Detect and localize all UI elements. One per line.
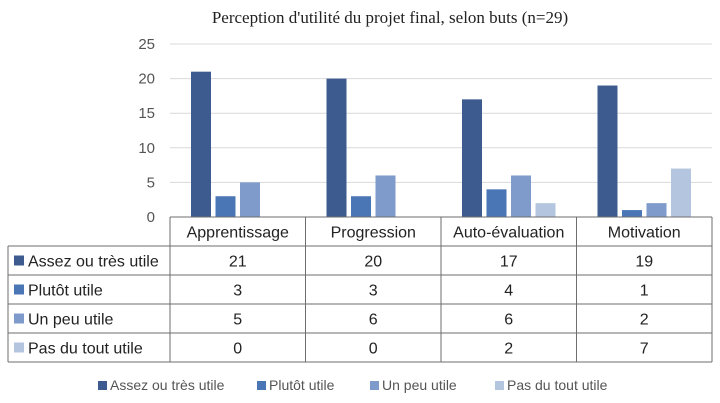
- bar-motivation-un-peu-utile: [646, 203, 667, 217]
- bar-motivation-plutot-utile: [622, 210, 642, 217]
- data-label-assez-ou-tres-utile-apprentissage: 21: [229, 254, 247, 271]
- legend-swatch-plutot-utile: [257, 381, 266, 390]
- y-tick-label-0: 0: [147, 209, 155, 226]
- chart-title: Perception d'utilité du projet final, se…: [212, 8, 568, 27]
- data-label-assez-ou-tres-utile-auto-evaluation: 17: [500, 254, 518, 271]
- bar-apprentissage-un-peu-utile: [240, 182, 260, 217]
- data-label-un-peu-utile-auto-evaluation: 6: [504, 312, 513, 329]
- data-label-plutot-utile-motivation: 1: [640, 283, 649, 300]
- y-tick-label-20: 20: [138, 71, 155, 88]
- row-label-pas-du-tout-utile: Pas du tout utile: [28, 341, 143, 358]
- bar-auto-evaluation-un-peu-utile: [511, 175, 531, 217]
- y-tick-label-15: 15: [138, 105, 155, 122]
- bar-apprentissage-assez-ou-tres-utile: [191, 71, 211, 218]
- row-key-un-peu-utile: [14, 313, 24, 324]
- category-label-apprentissage: Apprentissage: [187, 225, 289, 242]
- category-label-progression: Progression: [331, 225, 416, 242]
- legend-label-un-peu-utile: Un peu utile: [382, 377, 457, 393]
- data-label-plutot-utile-progression: 3: [369, 283, 378, 300]
- legend-label-pas-du-tout-utile: Pas du tout utile: [507, 377, 608, 393]
- bar-auto-evaluation-plutot-utile: [486, 189, 507, 217]
- bar-motivation-assez-ou-tres-utile: [597, 85, 618, 218]
- y-tick-label-5: 5: [147, 174, 155, 191]
- legend-swatch-assez-ou-tres-utile: [98, 381, 107, 390]
- bar-auto-evaluation-pas-du-tout-utile: [535, 203, 556, 217]
- y-tick-label-10: 10: [138, 140, 155, 157]
- data-label-un-peu-utile-progression: 6: [369, 312, 378, 329]
- bar-progression-assez-ou-tres-utile: [326, 78, 347, 217]
- data-label-assez-ou-tres-utile-motivation: 19: [635, 254, 653, 271]
- y-tick-label-25: 25: [138, 36, 155, 53]
- bar-auto-evaluation-assez-ou-tres-utile: [462, 99, 482, 217]
- data-label-plutot-utile-apprentissage: 3: [233, 283, 242, 300]
- legend: Assez ou très utile Plutôt utile Un peu ut…: [98, 377, 608, 393]
- bar-apprentissage-plutot-utile: [215, 196, 236, 217]
- category-label-motivation: Motivation: [608, 225, 681, 242]
- bar-motivation-pas-du-tout-utile: [671, 168, 691, 217]
- data-label-pas-du-tout-utile-apprentissage: 0: [233, 341, 242, 358]
- gridlines: [170, 43, 712, 183]
- row-label-assez-ou-tres-utile: Assez ou très utile: [28, 254, 159, 271]
- data-table: Apprentissage Progression Auto-évaluation M…: [7, 216, 713, 363]
- bars: [191, 71, 691, 218]
- legend-swatch-un-peu-utile: [370, 381, 379, 390]
- row-label-plutot-utile: Plutôt utile: [28, 283, 103, 300]
- data-label-plutot-utile-auto-evaluation: 4: [504, 283, 513, 300]
- row-key-assez-ou-tres-utile: [14, 255, 24, 266]
- legend-swatch-pas-du-tout-utile: [495, 381, 504, 390]
- data-label-un-peu-utile-apprentissage: 5: [233, 312, 242, 329]
- data-label-pas-du-tout-utile-motivation: 7: [640, 341, 649, 358]
- category-label-auto-evaluation: Auto-évaluation: [453, 225, 564, 242]
- y-axis: 0 5 10 15 20 25: [138, 36, 155, 226]
- data-label-pas-du-tout-utile-auto-evaluation: 2: [504, 341, 513, 358]
- data-label-un-peu-utile-motivation: 2: [640, 312, 649, 329]
- data-label-pas-du-tout-utile-progression: 0: [369, 341, 378, 358]
- row-key-plutot-utile: [14, 284, 24, 295]
- bar-progression-plutot-utile: [351, 196, 371, 217]
- bar-progression-un-peu-utile: [375, 175, 396, 217]
- legend-label-plutot-utile: Plutôt utile: [269, 377, 335, 393]
- legend-label-assez-ou-tres-utile: Assez ou très utile: [110, 377, 225, 393]
- row-label-un-peu-utile: Un peu utile: [28, 312, 113, 329]
- data-label-assez-ou-tres-utile-progression: 20: [364, 254, 382, 271]
- row-key-pas-du-tout-utile: [14, 342, 24, 353]
